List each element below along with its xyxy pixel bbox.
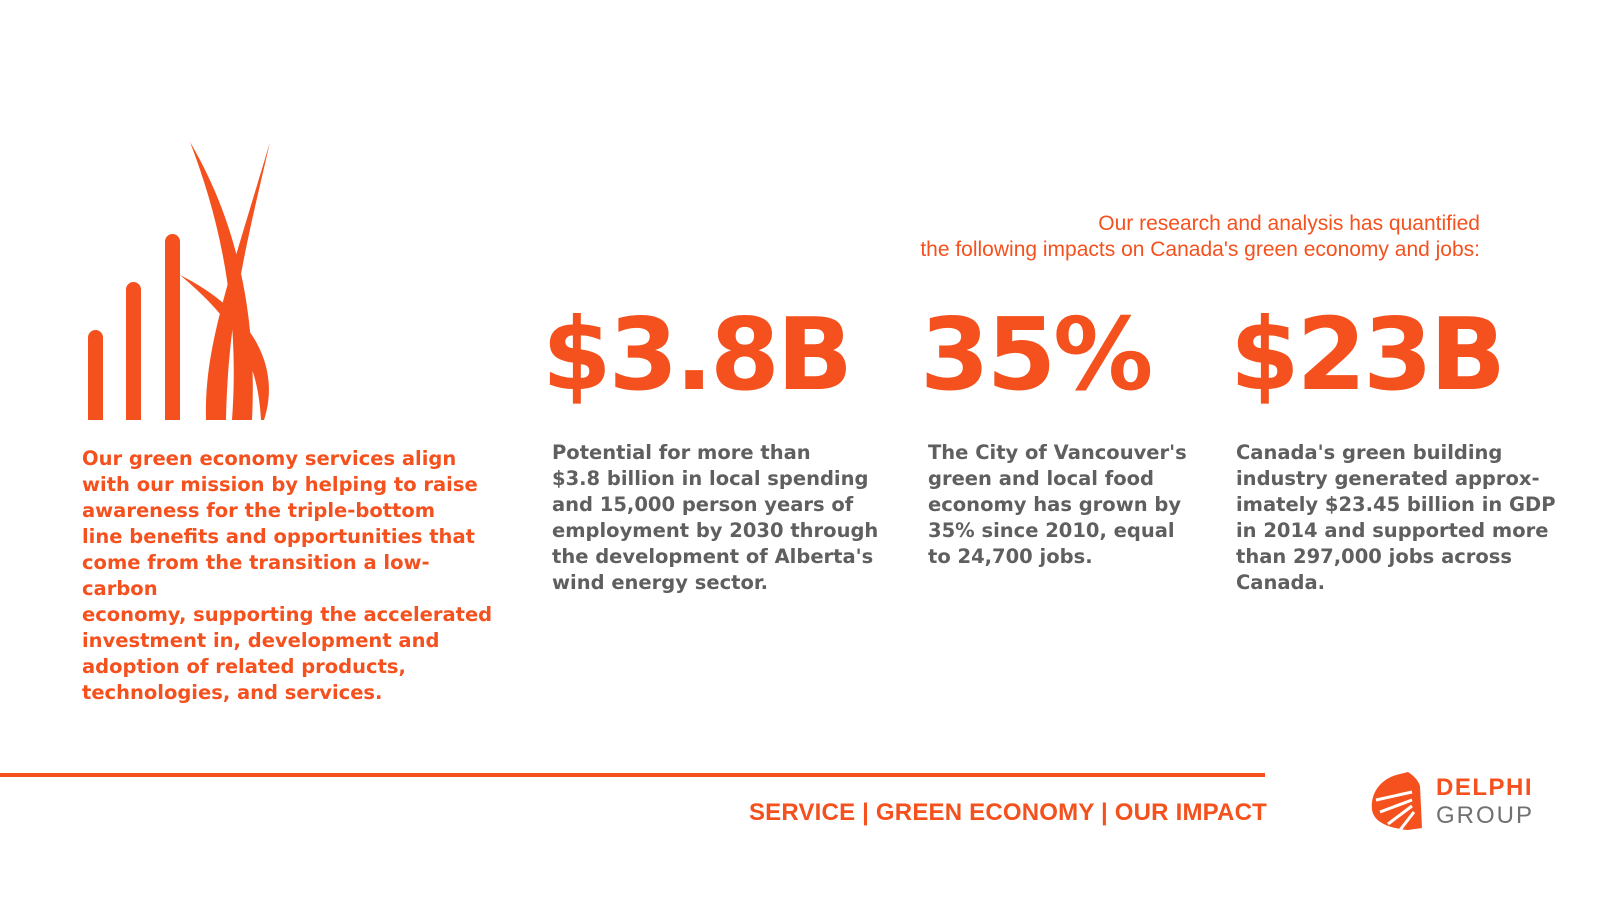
- delphi-group-logo: DELPHI GROUP: [1368, 770, 1538, 832]
- footer-breadcrumb: SERVICE | GREEN ECONOMY | OUR IMPACT: [748, 799, 1267, 826]
- growth-bars-grass-icon: [88, 142, 270, 420]
- delphi-fan-logo-icon: [1371, 772, 1422, 831]
- stat-figure-vancouver: 35%: [920, 296, 1153, 413]
- intro-paragraph: Our green economy services align with ou…: [82, 447, 493, 704]
- stat-description-alberta: Potential for more than $3.8 billion in …: [552, 441, 879, 594]
- stat-description-green-building: Canada's green building industry generat…: [1236, 441, 1556, 594]
- header-line-2: the following impacts on Canada's green …: [920, 238, 1480, 261]
- stat-figure-green-building: $23B: [1230, 296, 1506, 413]
- stat-figure-alberta: $3.8B: [542, 296, 853, 413]
- logo-subtitle: GROUP: [1436, 802, 1535, 829]
- stat-description-vancouver: The City of Vancouver's green and local …: [928, 441, 1187, 568]
- header-line-1: Our research and analysis has quantified: [1098, 212, 1480, 235]
- footer-divider: [0, 773, 1265, 777]
- logo-wordmark: DELPHI: [1436, 774, 1534, 801]
